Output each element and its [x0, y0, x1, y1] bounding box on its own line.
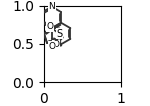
Text: O: O: [49, 42, 56, 51]
Text: N: N: [48, 2, 55, 11]
Text: O: O: [53, 40, 60, 49]
Text: O: O: [47, 22, 54, 31]
Text: S: S: [56, 29, 62, 39]
